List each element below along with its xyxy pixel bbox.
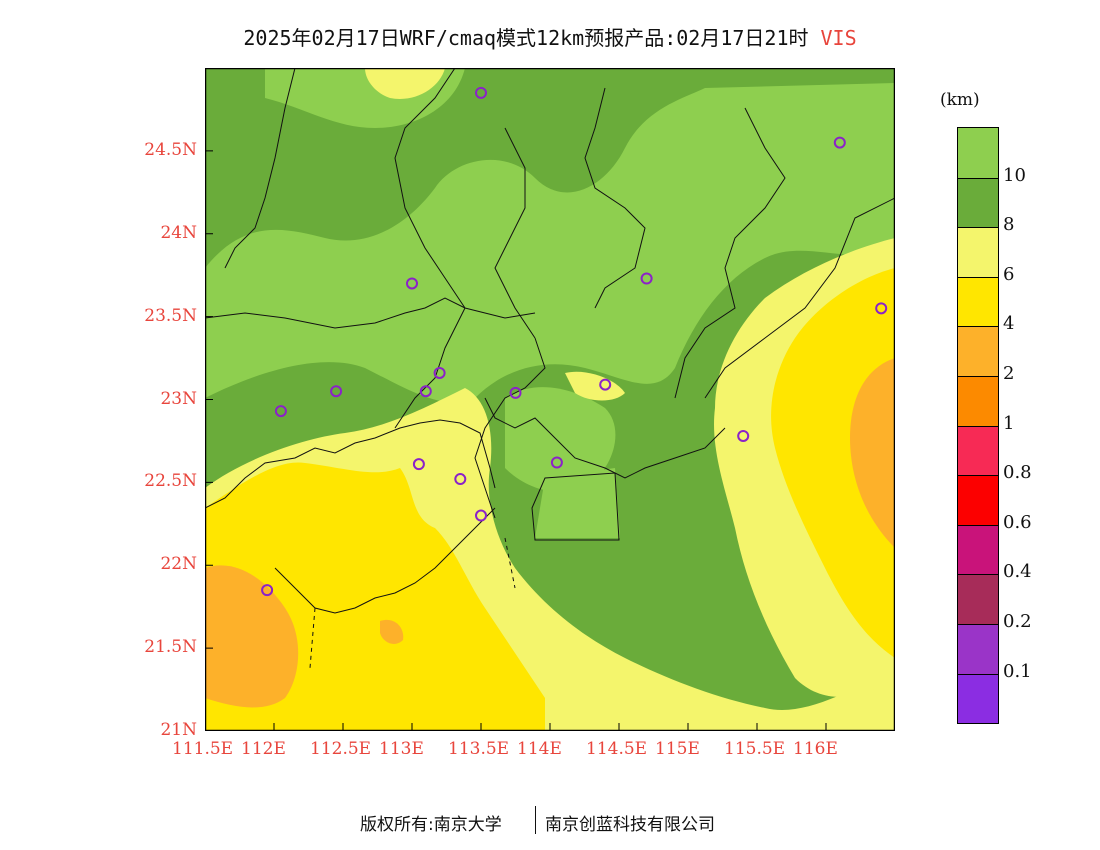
- station-marker: [274, 405, 287, 418]
- footer-copyright: 版权所有:南京大学: [360, 815, 502, 835]
- station-marker: [833, 136, 846, 149]
- station-marker: [737, 429, 750, 442]
- station-marker: [412, 458, 425, 471]
- colorbar-label: 0.6: [1003, 511, 1032, 533]
- colorbar-segment: [958, 177, 998, 228]
- y-axis-label: 21.5N: [144, 637, 197, 658]
- colorbar-segment: [958, 425, 998, 476]
- title-variable: VIS: [820, 26, 857, 50]
- map-title: 2025年02月17日WRF/cmaq模式12km预报产品:02月17日21时 V…: [0, 22, 1100, 51]
- colorbar-label: 0.1: [1003, 660, 1032, 682]
- colorbar-segment: [958, 376, 998, 426]
- station-marker: [433, 366, 446, 379]
- vis-6-8-small-1: [365, 68, 445, 99]
- x-axis-label: 115E: [655, 739, 700, 759]
- station-marker: [875, 302, 888, 315]
- axis-ticks: [205, 150, 827, 731]
- colorbar: [957, 127, 999, 725]
- x-axis-label: 112.5E: [310, 739, 372, 759]
- x-axis-label: 114E: [517, 739, 562, 759]
- station-marker: [261, 584, 274, 597]
- admin-boundaries: [205, 68, 895, 614]
- colorbar-label: 0.8: [1003, 462, 1032, 484]
- colorbar-segment: [958, 276, 998, 327]
- vis-4-6-east: [771, 268, 895, 658]
- station-marker: [550, 456, 563, 469]
- colorbar-label: 2: [1003, 363, 1015, 384]
- vis-2-4-east: [850, 358, 895, 548]
- y-axis-label: 22N: [160, 554, 197, 575]
- colorbar-segment: [958, 227, 998, 277]
- colorbar-label: 0.4: [1003, 561, 1032, 583]
- colorbar-segment: [958, 475, 998, 525]
- colorbar-segment: [958, 128, 998, 178]
- vis-6-8-small-2: [565, 371, 625, 401]
- y-axis-label: 24.5N: [144, 139, 197, 160]
- colorbar-unit: (km): [940, 90, 980, 110]
- station-marker: [330, 385, 343, 398]
- y-axis-label: 22.5N: [144, 471, 197, 492]
- x-axis-label: 112E: [241, 739, 286, 759]
- colorbar-segment: [958, 673, 998, 724]
- vis-2-4-spot: [380, 619, 404, 644]
- footer-divider: [535, 806, 536, 834]
- station-marker: [406, 277, 418, 290]
- title-main: 2025年02月17日WRF/cmaq模式12km预报产品:02月17日21时: [243, 26, 809, 50]
- x-axis-label: 113E: [379, 739, 424, 759]
- colorbar-label: 1: [1003, 412, 1015, 434]
- y-axis-label: 23.5N: [144, 305, 197, 326]
- colorbar-label: 8: [1003, 214, 1015, 236]
- x-axis-label: 115.5E: [724, 739, 786, 759]
- vis-above-10-center: [505, 387, 616, 492]
- vis-2-4-west: [205, 565, 299, 708]
- colorbar-segment: [958, 326, 998, 376]
- y-axis-label: 24N: [160, 222, 197, 243]
- visibility-map: [205, 68, 895, 731]
- y-axis-label: 21N: [160, 720, 197, 740]
- station-marker: [419, 385, 432, 398]
- colorbar-segment: [958, 624, 998, 674]
- x-axis-label: 114.5E: [586, 739, 648, 759]
- x-axis-label: 116E: [793, 739, 838, 759]
- colorbar-label: 0.2: [1003, 611, 1032, 632]
- footer-company: 南京创蓝科技有限公司: [545, 815, 715, 835]
- station-marker: [475, 86, 487, 99]
- y-axis-label: 23N: [160, 388, 197, 409]
- x-axis-label: 113.5E: [448, 739, 510, 759]
- colorbar-segment: [958, 574, 998, 624]
- station-marker: [509, 386, 522, 399]
- x-axis-label: 111.5E: [172, 739, 234, 759]
- colorbar-label: 4: [1003, 313, 1015, 335]
- station-marker: [640, 272, 653, 285]
- vis-above-10-bay: [535, 468, 620, 538]
- colorbar-segment: [958, 524, 998, 575]
- colorbar-label: 6: [1003, 263, 1015, 285]
- coast-dashes: [309, 537, 516, 669]
- station-marker: [475, 509, 487, 522]
- station-markers: [261, 86, 888, 597]
- station-marker: [454, 473, 467, 486]
- colorbar-label: 10: [1003, 164, 1026, 186]
- station-marker: [599, 378, 612, 391]
